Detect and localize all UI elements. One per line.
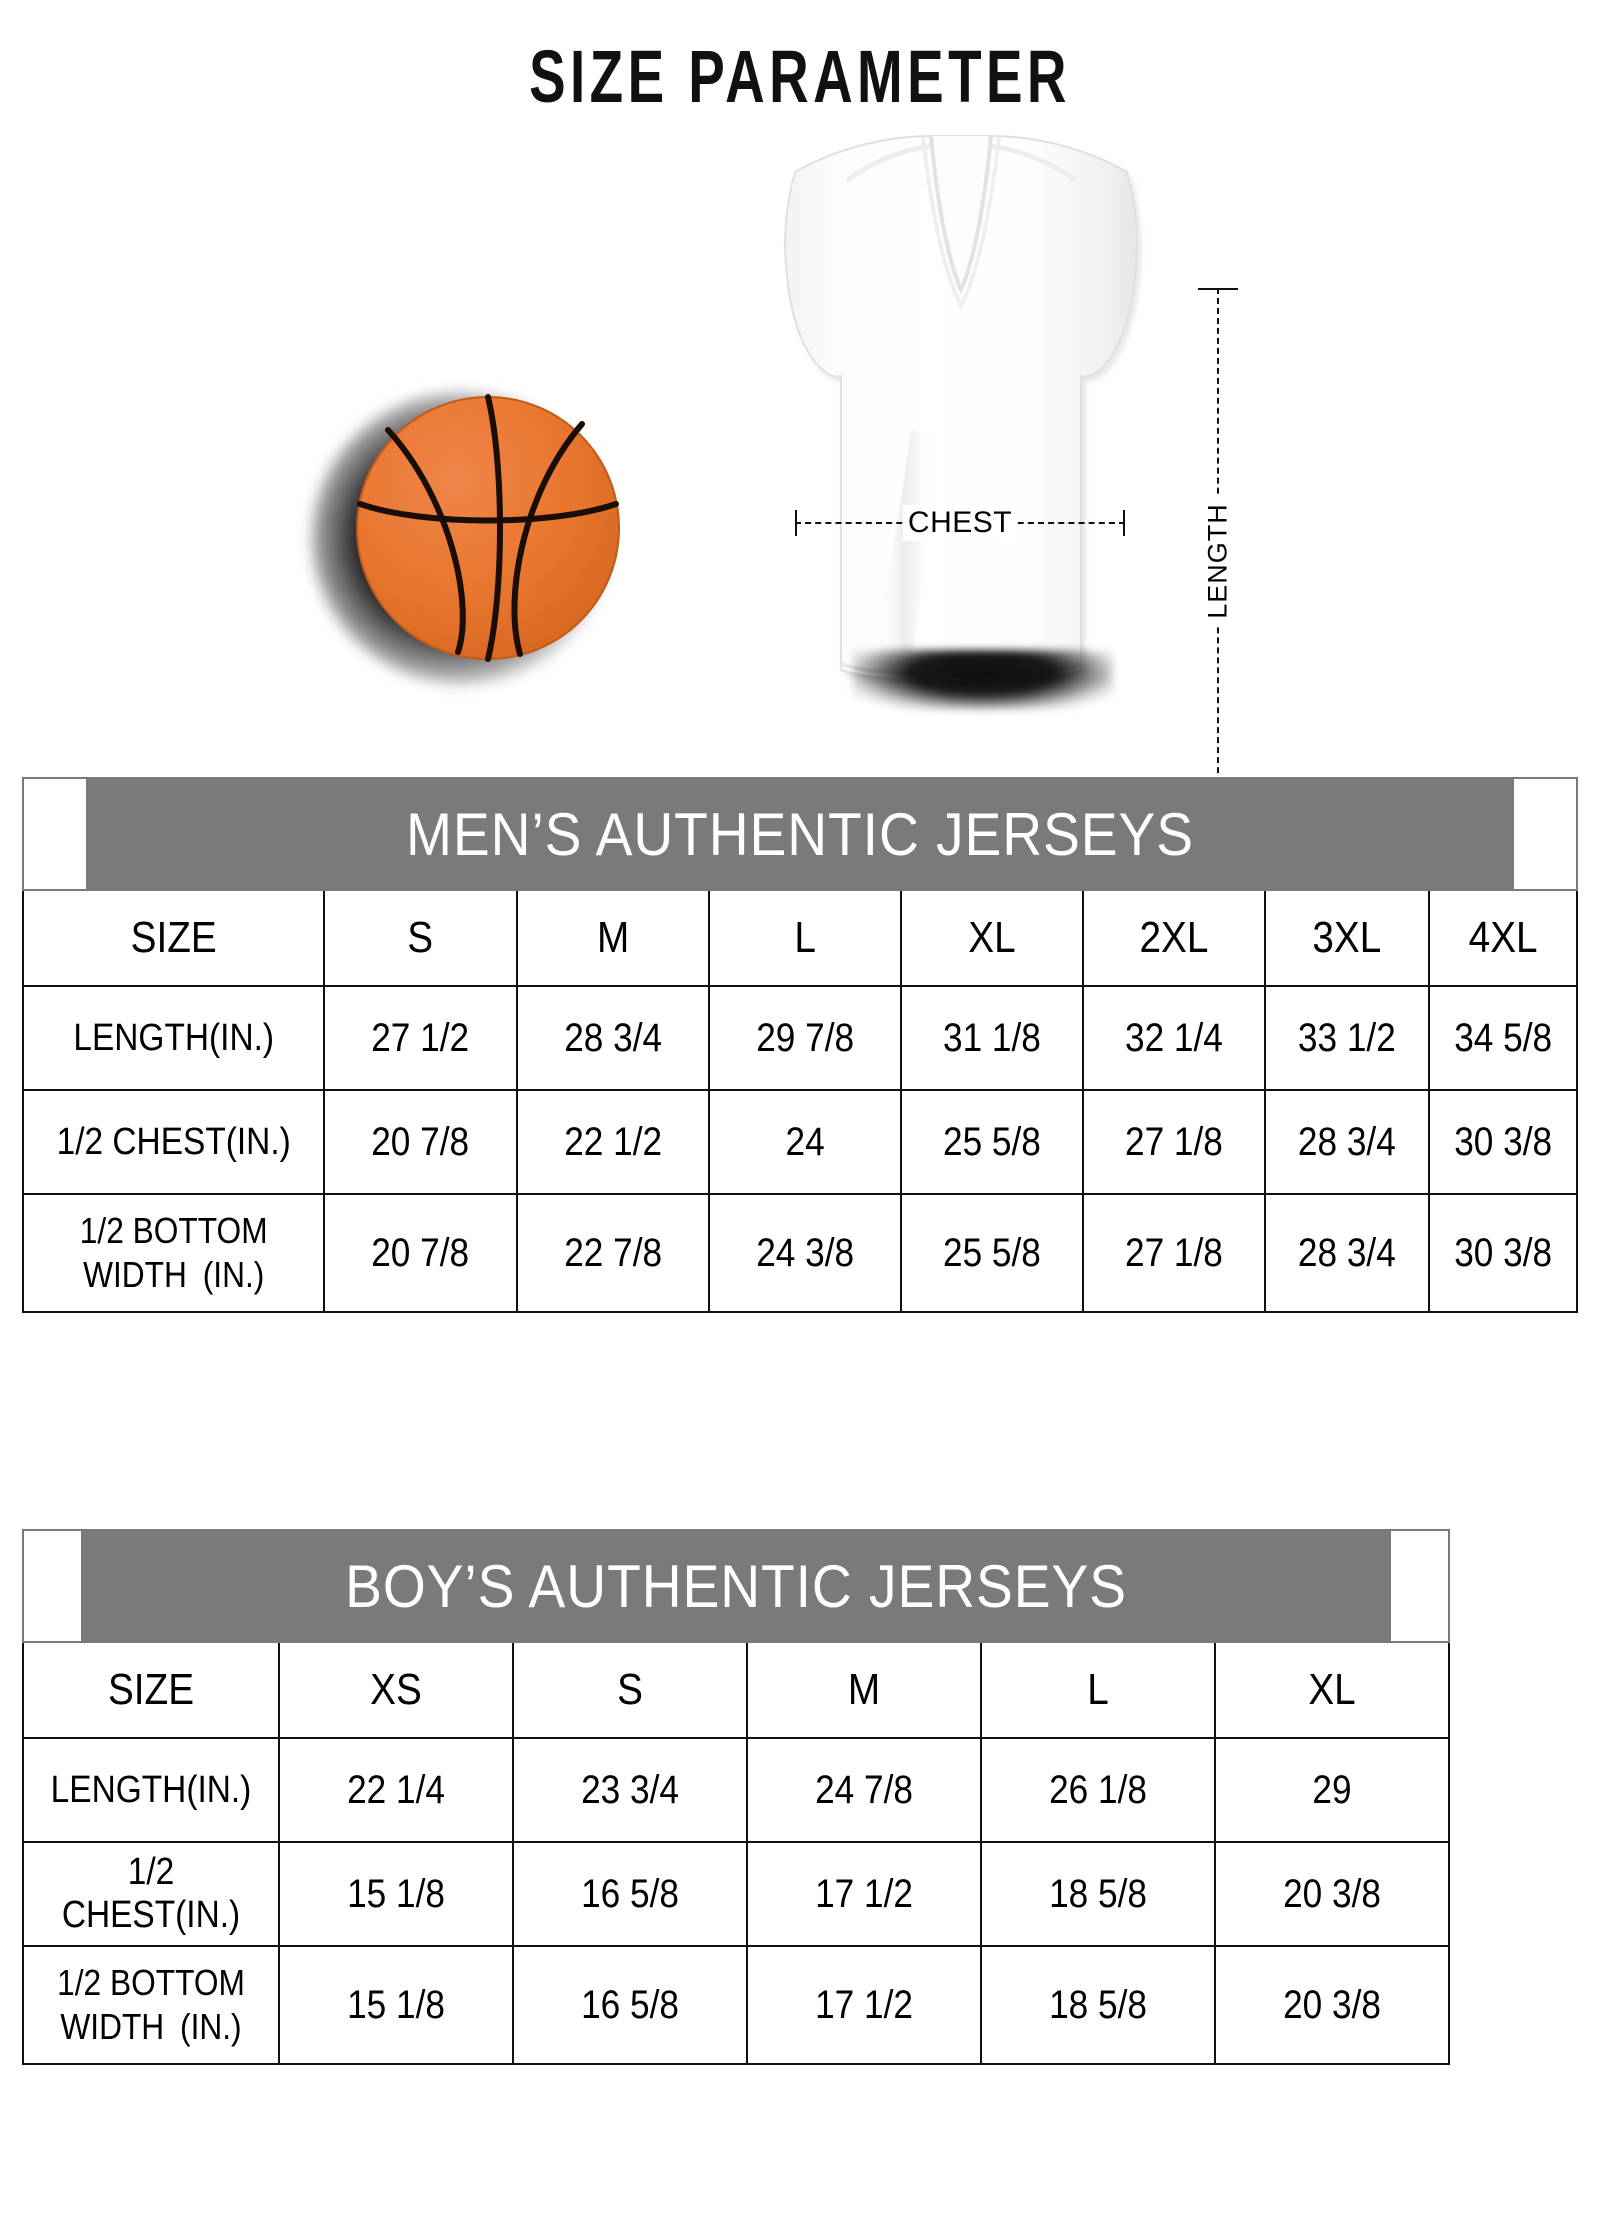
table-header-row: SIZE S M L XL 2XL 3XL 4XL [23,889,1577,987]
cell-length-m: 28 3/4 [527,985,699,1091]
cell-chest-l: 18 5/8 [994,1841,1202,1947]
cell-chest-s: 20 7/8 [335,1089,507,1195]
boys-size-table: BOY’S AUTHENTIC JERSEYS SIZE XS S M L XL… [22,1529,1451,2065]
column-header-m: M [527,889,699,987]
mens-size-table: MEN’S AUTHENTIC JERSEYS SIZE S M L XL 2X… [22,777,1578,1313]
cell-bottom-l: 24 3/8 [719,1193,891,1313]
cell-chest-2xl: 27 1/8 [1093,1089,1255,1195]
column-header-2xl: 2XL [1093,889,1255,987]
row-label-length: LENGTH(IN.) [40,985,308,1091]
row-label-half-bottom-width: 1/2 BOTTOM WIDTH (IN.) [37,1945,265,2065]
cell-length-4xl: 34 5/8 [1436,985,1569,1091]
column-header-s: S [335,889,507,987]
column-header-xl: XL [911,889,1074,987]
chest-dimension-cap-right [1123,510,1125,536]
cell-bottom-2xl: 27 1/8 [1093,1193,1255,1313]
cell-chest-xl: 20 3/8 [1228,1841,1436,1947]
cell-length-s: 23 3/4 [526,1737,734,1843]
cell-bottom-m: 22 7/8 [527,1193,699,1313]
cell-chest-3xl: 28 3/4 [1273,1089,1420,1195]
table-header-row: SIZE XS S M L XL [23,1641,1449,1739]
row-label-half-chest: 1/2 CHEST(IN.) [37,1841,265,1947]
row-label-line-1: 1/2 BOTTOM [57,1962,245,2003]
cell-bottom-xl: 20 3/8 [1228,1945,1436,2065]
page-title: SIZE PARAMETER [529,35,1071,118]
cell-length-xl: 29 [1228,1737,1436,1843]
cell-length-xs: 22 1/4 [292,1737,500,1843]
table-band-row: BOY’S AUTHENTIC JERSEYS [23,1529,1449,1643]
cell-bottom-l: 18 5/8 [994,1945,1202,2065]
jersey-icon [735,130,1185,750]
row-label-half-chest: 1/2 CHEST(IN.) [40,1089,308,1195]
cell-chest-l: 24 [719,1089,891,1195]
chest-dimension-cap-left [795,510,797,536]
cell-bottom-xs: 15 1/8 [292,1945,500,2065]
column-header-xl: XL [1228,1641,1436,1739]
basketball-svg [356,394,620,662]
column-header-xs: XS [292,1641,500,1739]
cell-length-l: 29 7/8 [719,985,891,1091]
cell-chest-m: 22 1/2 [527,1089,699,1195]
column-header-4xl: 4XL [1436,889,1569,987]
table-row: 1/2 CHEST(IN.) 20 7/8 22 1/2 24 25 5/8 2… [23,1089,1577,1195]
table-row: 1/2 BOTTOM WIDTH (IN.) 15 1/8 16 5/8 17 … [23,1945,1449,2065]
cell-bottom-3xl: 28 3/4 [1273,1193,1420,1313]
table-row: LENGTH(IN.) 27 1/2 28 3/4 29 7/8 31 1/8 … [23,985,1577,1091]
cell-chest-s: 16 5/8 [526,1841,734,1947]
column-header-s: S [526,1641,734,1739]
illustration-area: CHEST LENGTH [0,120,1600,833]
cell-chest-m: 17 1/2 [760,1841,968,1947]
basketball-icon [312,388,630,688]
length-dimension: LENGTH [1198,288,1238,833]
table-band-row: MEN’S AUTHENTIC JERSEYS [23,777,1577,891]
cell-length-xl: 31 1/8 [911,985,1074,1091]
cell-bottom-m: 17 1/2 [760,1945,968,2065]
cell-bottom-xl: 25 5/8 [911,1193,1074,1313]
cell-length-3xl: 33 1/2 [1273,985,1420,1091]
cell-length-2xl: 32 1/4 [1093,985,1255,1091]
chest-label: CHEST [902,505,1018,541]
row-label-half-bottom-width: 1/2 BOTTOM WIDTH (IN.) [40,1193,308,1313]
column-header-m: M [760,1641,968,1739]
row-label-line-1: 1/2 BOTTOM [79,1210,268,1251]
length-dimension-cap-top [1198,288,1238,290]
cell-bottom-4xl: 30 3/8 [1436,1193,1569,1313]
cell-chest-xs: 15 1/8 [292,1841,500,1947]
cell-chest-xl: 25 5/8 [911,1089,1074,1195]
cell-bottom-s: 16 5/8 [526,1945,734,2065]
length-label: LENGTH [1198,496,1238,625]
cell-chest-4xl: 30 3/8 [1436,1089,1569,1195]
mens-table-title: MEN’S AUTHENTIC JERSEYS [84,777,1516,891]
cell-length-s: 27 1/2 [335,985,507,1091]
table-row: 1/2 CHEST(IN.) 15 1/8 16 5/8 17 1/2 18 5… [23,1841,1449,1947]
column-header-3xl: 3XL [1273,889,1420,987]
jersey-svg [784,135,1141,687]
column-header-l: L [994,1641,1202,1739]
table-row: LENGTH(IN.) 22 1/4 23 3/4 24 7/8 26 1/8 … [23,1737,1449,1843]
boys-table-title: BOY’S AUTHENTIC JERSEYS [79,1529,1393,1643]
row-label-length: LENGTH(IN.) [37,1737,265,1843]
chest-dimension: CHEST [795,505,1125,541]
column-header-size: SIZE [37,1641,265,1739]
cell-length-l: 26 1/8 [994,1737,1202,1843]
table-row: 1/2 BOTTOM WIDTH (IN.) 20 7/8 22 7/8 24 … [23,1193,1577,1313]
cell-length-m: 24 7/8 [760,1737,968,1843]
row-label-line-2: WIDTH (IN.) [83,1254,265,1295]
cell-bottom-s: 20 7/8 [335,1193,507,1313]
column-header-size: SIZE [40,889,308,987]
column-header-l: L [719,889,891,987]
jersey-shadow [853,650,1113,710]
row-label-line-2: WIDTH (IN.) [60,2006,242,2047]
